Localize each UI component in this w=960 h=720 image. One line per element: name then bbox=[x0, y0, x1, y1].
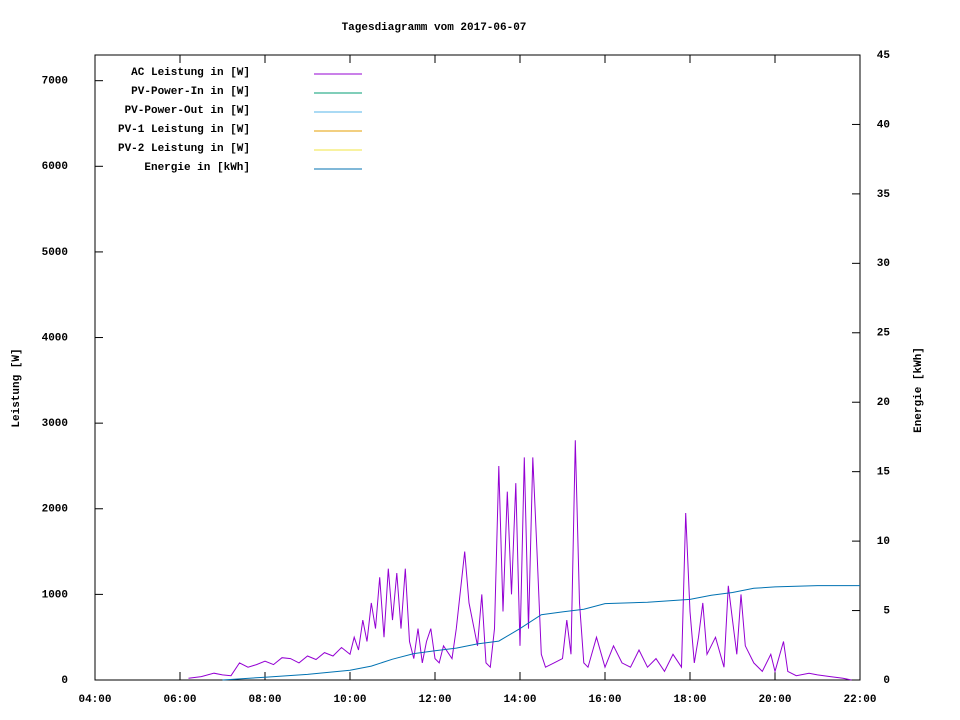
x-tick-label: 20:00 bbox=[758, 694, 791, 706]
y2-tick-label: 0 bbox=[883, 675, 890, 687]
y2-axis-label: Energie [kWh] bbox=[913, 347, 925, 433]
x-tick-label: 10:00 bbox=[333, 694, 366, 706]
y2-tick-label: 35 bbox=[877, 189, 891, 201]
x-tick-label: 06:00 bbox=[163, 694, 196, 706]
y-tick-label: 3000 bbox=[42, 418, 68, 430]
x-tick-label: 18:00 bbox=[673, 694, 706, 706]
x-tick-label: 04:00 bbox=[78, 694, 111, 706]
legend-label: PV-Power-In in [W] bbox=[131, 86, 250, 98]
legend-label: PV-Power-Out in [W] bbox=[125, 105, 250, 117]
y-axis-label: Leistung [W] bbox=[11, 348, 23, 427]
y2-tick-label: 30 bbox=[877, 258, 890, 270]
chart-title: Tagesdiagramm vom 2017-06-07 bbox=[342, 22, 527, 34]
series-line bbox=[188, 440, 852, 681]
y2-tick-label: 40 bbox=[877, 119, 890, 131]
y-tick-label: 5000 bbox=[42, 247, 68, 259]
y2-tick-label: 25 bbox=[877, 328, 891, 340]
x-tick-label: 08:00 bbox=[248, 694, 281, 706]
y-tick-label: 1000 bbox=[42, 589, 68, 601]
legend-label: PV-1 Leistung in [W] bbox=[118, 124, 250, 136]
y2-tick-label: 10 bbox=[877, 536, 890, 548]
x-tick-label: 12:00 bbox=[418, 694, 451, 706]
y-tick-label: 4000 bbox=[42, 332, 68, 344]
y2-tick-label: 45 bbox=[877, 50, 891, 62]
y2-tick-label: 5 bbox=[883, 605, 890, 617]
y2-tick-label: 15 bbox=[877, 467, 891, 479]
series-line bbox=[222, 585, 860, 681]
x-tick-label: 16:00 bbox=[588, 694, 621, 706]
y-tick-label: 2000 bbox=[42, 504, 68, 516]
legend-label: Energie in [kWh] bbox=[144, 162, 250, 174]
x-tick-label: 22:00 bbox=[843, 694, 876, 706]
y-tick-label: 7000 bbox=[42, 76, 68, 88]
legend-label: PV-2 Leistung in [W] bbox=[118, 143, 250, 155]
y-tick-label: 0 bbox=[61, 675, 68, 687]
y-tick-label: 6000 bbox=[42, 161, 68, 173]
x-tick-label: 14:00 bbox=[503, 694, 536, 706]
legend-label: AC Leistung in [W] bbox=[131, 67, 250, 79]
y2-tick-label: 20 bbox=[877, 397, 890, 409]
plot-frame bbox=[94, 54, 861, 681]
